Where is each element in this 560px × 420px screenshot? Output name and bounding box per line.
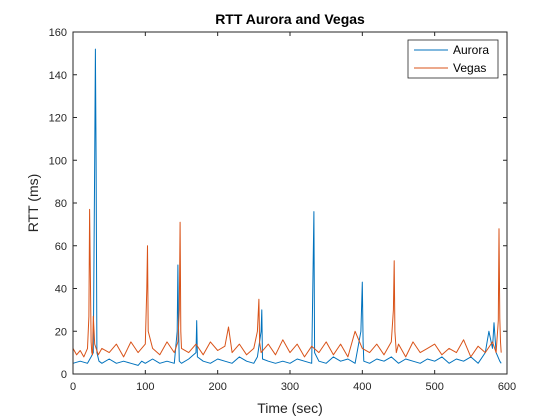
- legend-box: [407, 39, 499, 79]
- x-tick-label: 100: [136, 381, 154, 393]
- x-tick-label: 500: [425, 381, 443, 393]
- y-axis-label: RTT (ms): [25, 174, 41, 233]
- series-line-aurora: [72, 48, 502, 366]
- legend-label-aurora: Aurora: [453, 43, 489, 57]
- x-tick-label: 200: [208, 381, 226, 393]
- chart-title: RTT Aurora and Vegas: [215, 11, 365, 27]
- x-axis-label: Time (sec): [257, 400, 323, 416]
- x-tick-label: 600: [498, 381, 516, 393]
- y-tick-label: 120: [49, 113, 67, 125]
- y-tick-label: 40: [55, 284, 67, 296]
- y-tick-label: 160: [49, 27, 67, 39]
- y-tick-label: 20: [55, 326, 67, 338]
- legend-label-vegas: Vegas: [453, 61, 486, 75]
- legend: Aurora Vegas: [407, 39, 499, 79]
- x-tick-label: 300: [281, 381, 299, 393]
- x-tick-label: 400: [353, 381, 371, 393]
- y-tick-label: 80: [55, 198, 67, 210]
- y-tick-label: 60: [55, 241, 67, 253]
- tick-layer: 0 100 200 300 400 500 600 0 20 40 60 80 100 120 140 160: [49, 27, 517, 393]
- y-tick-label: 0: [61, 369, 67, 381]
- y-tick-label: 140: [49, 70, 67, 82]
- y-tick-label: 100: [49, 155, 67, 167]
- series-layer: [72, 48, 502, 366]
- series-line-vegas: [72, 208, 502, 358]
- x-tick-label: 0: [70, 381, 76, 393]
